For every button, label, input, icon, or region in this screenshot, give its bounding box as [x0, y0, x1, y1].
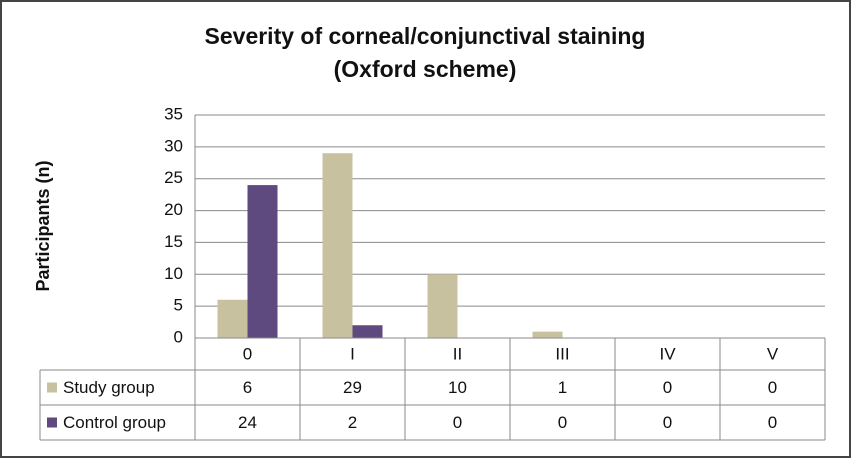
chart-subtitle: (Oxford scheme): [334, 56, 517, 82]
table-value: 6: [243, 378, 252, 397]
legend-swatch: [47, 382, 57, 393]
x-tick-label: III: [555, 344, 569, 363]
bar: [427, 274, 458, 338]
x-tick-label: V: [767, 344, 779, 363]
bar: [217, 299, 248, 338]
bar: [352, 325, 383, 338]
x-tick-label: IV: [659, 344, 676, 363]
y-tick-label: 35: [164, 104, 183, 123]
x-tick-label: 0: [243, 344, 252, 363]
table-value: 29: [343, 378, 362, 397]
y-tick-label: 5: [174, 296, 183, 315]
table-value: 0: [768, 413, 777, 432]
y-tick-label: 0: [174, 327, 183, 346]
bar: [247, 185, 278, 338]
table-value: 0: [663, 413, 672, 432]
table-value: 10: [448, 378, 467, 397]
y-tick-label: 30: [164, 136, 183, 155]
legend-label: Study group: [63, 378, 155, 397]
table-value: 24: [238, 413, 257, 432]
table-value: 0: [558, 413, 567, 432]
y-tick-label: 10: [164, 264, 183, 283]
y-tick-label: 20: [164, 200, 183, 219]
bar: [532, 331, 563, 338]
y-tick-label: 25: [164, 168, 183, 187]
legend-label: Control group: [63, 413, 166, 432]
table-value: 0: [768, 378, 777, 397]
y-axis-title: Participants (n): [33, 160, 53, 291]
table-value: 0: [453, 413, 462, 432]
x-tick-label: II: [453, 344, 462, 363]
chart-title: Severity of corneal/conjunctival stainin…: [205, 23, 646, 49]
table-value: 1: [558, 378, 567, 397]
legend-swatch: [47, 417, 57, 428]
table-value: 2: [348, 413, 357, 432]
x-tick-label: I: [350, 344, 355, 363]
bar: [322, 153, 353, 338]
y-tick-label: 15: [164, 232, 183, 251]
table-value: 0: [663, 378, 672, 397]
